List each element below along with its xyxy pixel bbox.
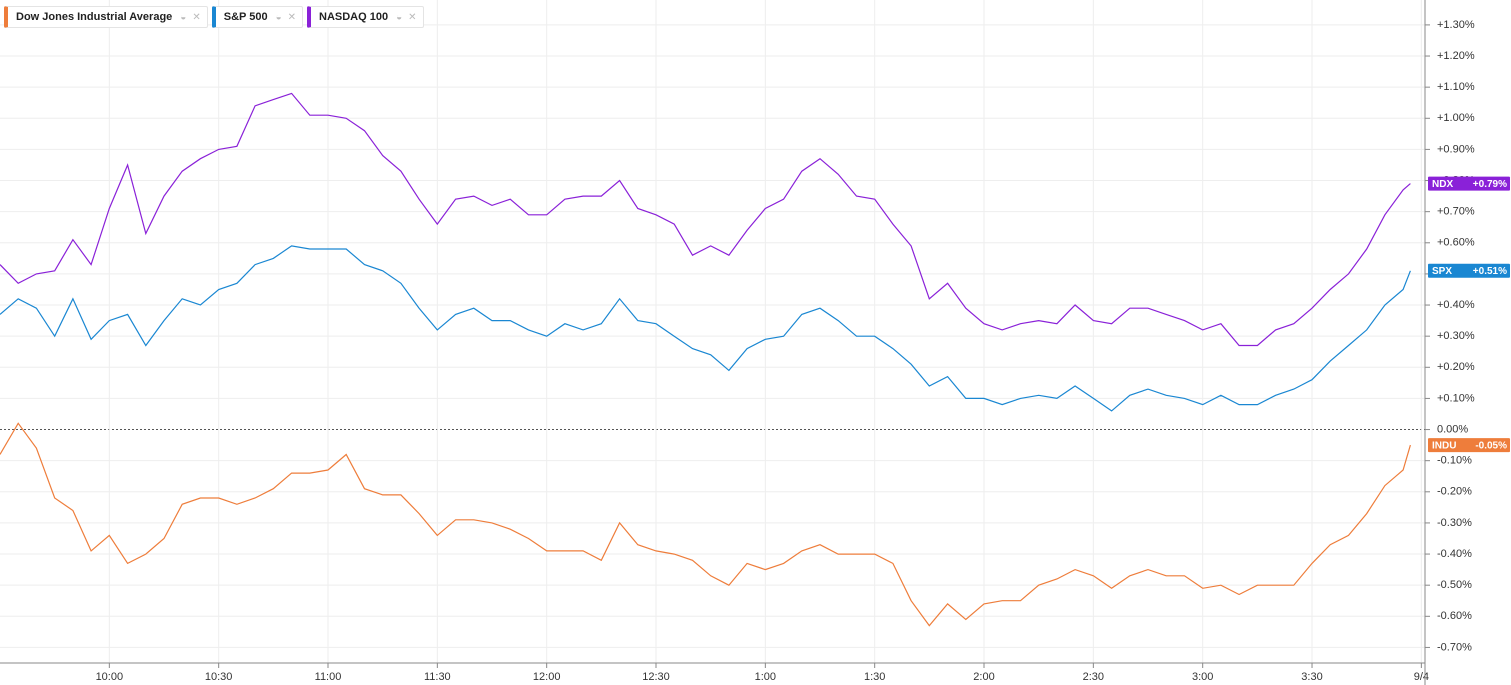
series-line [0,422,1411,627]
legend-label: Dow Jones Industrial Average [16,11,173,23]
legend-label: S&P 500 [223,11,268,23]
hide-button[interactable]: ◒ [275,11,282,23]
y-tick-label: -0.60% [1437,610,1472,622]
remove-button[interactable]: ✕ [287,11,296,23]
price-badge: INDU -0.05% [1428,438,1510,453]
badge-box [1428,438,1510,453]
y-tick-label: +0.30% [1437,330,1475,342]
y-tick-label: -0.40% [1437,548,1472,560]
y-tick-label: -0.50% [1437,579,1472,591]
y-tick-label: -0.10% [1437,455,1472,467]
legend: Dow Jones Industrial Average ◒ ✕ S&P 500 ◒ ✕ N… [4,6,424,28]
legend-item[interactable]: NASDAQ 100 ◒ ✕ [307,6,424,28]
x-tick-label: 10:00 [96,671,124,683]
y-tick-label: +0.40% [1437,299,1475,311]
x-tick-label: 11:30 [424,671,451,683]
badge-label: +0.51% [1473,266,1507,277]
y-tick-label: +0.10% [1437,392,1475,404]
badge-box [1428,176,1510,191]
y-tick-label: -0.20% [1437,486,1472,498]
x-tick-label: 12:30 [642,671,670,683]
x-tick-label: 1:30 [864,671,885,683]
y-tick-label: 0.00% [1437,423,1468,435]
hide-button[interactable]: ◒ [396,11,403,23]
series-line [0,92,1411,347]
x-tick-label: 11:00 [315,671,342,683]
x-tick-label: 12:00 [533,671,561,683]
x-tick-label: 9/4 [1414,671,1429,683]
hide-button[interactable]: ◒ [180,11,187,23]
badge-label: +0.79% [1473,179,1507,190]
series-line [0,245,1411,412]
legend-label: NASDAQ 100 [319,11,389,23]
y-tick-label: +0.20% [1437,361,1475,373]
y-tick-label: +0.70% [1437,206,1475,218]
x-tick-label: 10:30 [205,671,233,683]
remove-button[interactable]: ✕ [192,11,201,23]
price-badge: NDX +0.79% [1428,176,1510,191]
y-tick-label: +0.90% [1437,143,1475,155]
legend-item[interactable]: S&P 500 ◒ ✕ [211,6,303,28]
y-tick-label: -0.30% [1437,517,1472,529]
badge-symbol: INDU [1432,440,1456,451]
badge-symbol: NDX [1432,179,1453,190]
x-tick-label: 3:30 [1301,671,1322,683]
badge-symbol: SPX [1432,266,1452,277]
price-badge: SPX +0.51% [1428,263,1510,278]
badge-box [1428,263,1510,278]
legend-item[interactable]: Dow Jones Industrial Average ◒ ✕ [4,6,208,28]
remove-button[interactable]: ✕ [408,11,417,23]
y-tick-label: +0.60% [1437,237,1475,249]
y-tick-label: +1.20% [1437,50,1475,62]
x-tick-label: 2:30 [1083,671,1104,683]
x-tick-label: 2:00 [973,671,994,683]
badge-label: -0.05% [1475,440,1507,451]
y-tick-label: +1.00% [1437,112,1475,124]
x-tick-label: 1:00 [755,671,776,683]
y-tick-label: +1.10% [1437,81,1475,93]
y-tick-label: +1.30% [1437,19,1475,31]
x-tick-label: 3:00 [1192,671,1213,683]
y-tick-label: -0.70% [1437,641,1472,653]
